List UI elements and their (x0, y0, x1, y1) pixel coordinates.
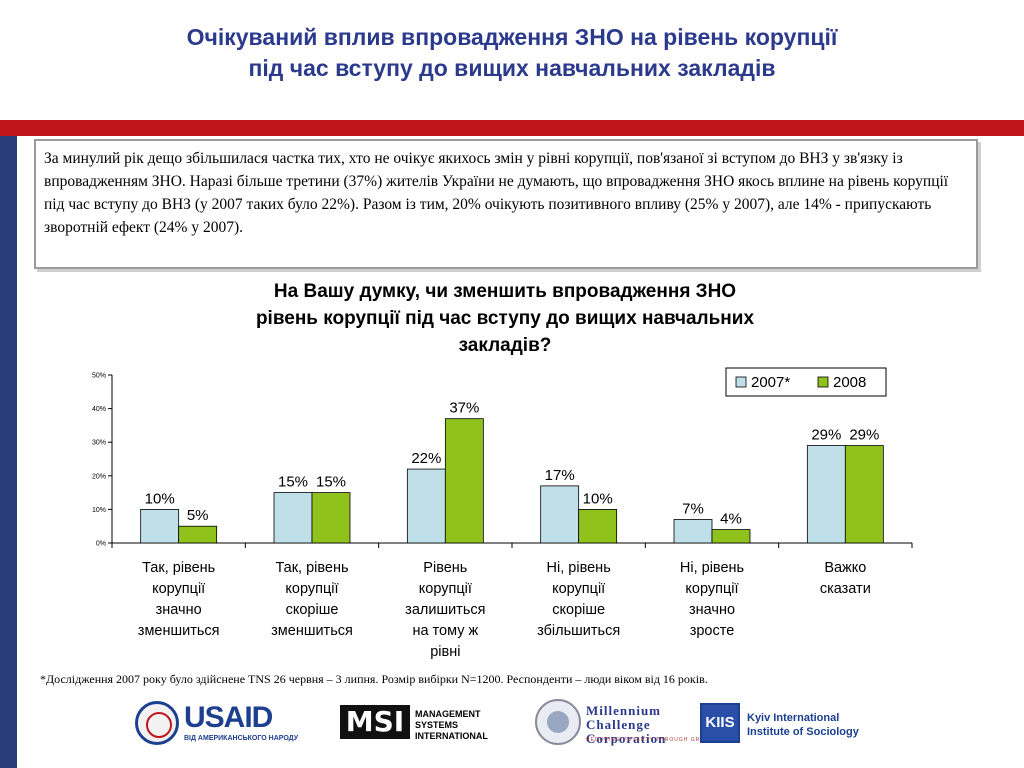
y-tick-label: 10% (92, 507, 106, 514)
x-category-label: Так, рівень корупції скоріше зменшиться (252, 558, 372, 642)
data-label: 15% (316, 474, 346, 491)
x-category-label-line: корупції (685, 581, 739, 597)
kiis-logo-mark: KIIS (705, 714, 735, 731)
x-category-label-line: Рівень (423, 560, 468, 576)
msi-line-1: MANAGEMENT (415, 709, 481, 719)
bar (806, 445, 846, 544)
x-category-label-line: Ні, рівень (679, 560, 745, 576)
left-accent-bar (0, 136, 17, 768)
kiis-logo-text: Kyiv International Institute of Sociolog… (747, 711, 859, 739)
msi-logo-mark: MSI (345, 705, 405, 738)
x-category-label-line: залишиться (405, 602, 486, 618)
chart-title-line-1: На Вашу думку, чи зменшить впровадження … (273, 281, 737, 302)
x-category-label-line: зросте (689, 623, 735, 639)
y-tick-label: 40% (92, 406, 106, 413)
kiis-line-2: Institute of Sociology (747, 726, 859, 738)
y-tick-label: 50% (92, 373, 106, 380)
summary-text-box: За минулий рік дещо збільшилася частка т… (34, 139, 978, 269)
data-label: 29% (811, 427, 841, 444)
data-label: 4% (720, 511, 742, 528)
kiis-logo-icon (700, 703, 740, 743)
slide-title-line-1: Очікуваний вплив впровадження ЗНО на рів… (186, 24, 838, 50)
y-tick-label: 0% (96, 541, 106, 548)
data-label: 5% (187, 507, 209, 524)
bar (540, 485, 580, 544)
x-category-label-line: зменшиться (137, 623, 220, 639)
usaid-seal-icon (135, 701, 179, 745)
header-divider-band (0, 120, 1024, 136)
bar (844, 445, 884, 544)
data-label: 22% (411, 450, 441, 467)
legend-swatch (817, 376, 829, 388)
mcc-line-1: Millennium (586, 703, 662, 718)
chart-title: На Вашу думку, чи зменшить впровадження … (180, 278, 830, 359)
x-category-label: Так, рівень корупції значно зменшиться (119, 558, 239, 642)
mcc-line-3: Corporation (586, 731, 667, 746)
x-category-label-line: збільшиться (537, 623, 621, 639)
x-category-label-line: Так, рівень (275, 560, 349, 576)
footnote: *Дослідження 2007 року було здійснене TN… (40, 672, 708, 686)
bar (140, 508, 180, 544)
x-category-label-line: Так, рівень (142, 560, 216, 576)
data-label: 10% (583, 490, 613, 507)
x-category-label-line: Ні, рівень (546, 560, 611, 576)
bar (178, 525, 218, 544)
x-category-label: Рівень корупції залишиться на тому ж рівні (385, 558, 505, 663)
x-category-label-line: корупції (418, 581, 472, 597)
usaid-logo-text: USAID (184, 701, 273, 734)
data-label: 37% (449, 400, 479, 417)
data-label: 15% (278, 474, 308, 491)
partner-logos: USAID ВІД АМЕРИКАНСЬКОГО НАРОДУ MSI MANA… (0, 695, 1024, 765)
x-category-label-line: корупції (552, 581, 606, 597)
y-tick-label: 30% (92, 440, 106, 447)
msi-logo-icon (340, 705, 410, 739)
x-category-label-line: зменшиться (271, 623, 353, 639)
mcc-line-2: Challenge (586, 717, 651, 732)
x-category-label-line: Важко (824, 560, 867, 576)
x-category-label: Важко сказати (785, 558, 905, 600)
bar (406, 468, 446, 544)
legend-label: 2007* (751, 374, 790, 391)
x-category-label: Ні, рівень корупції скоріше збільшиться (519, 558, 639, 642)
chart-title-line-3: закладів? (458, 335, 552, 356)
bar (273, 492, 313, 544)
data-label: 10% (145, 490, 175, 507)
slide-title: Очікуваний вплив впровадження ЗНО на рів… (40, 22, 984, 84)
mcc-globe-icon (535, 699, 581, 745)
x-category-label-line: значно (155, 602, 202, 618)
msi-logo-text: MANAGEMENT SYSTEMS INTERNATIONAL (415, 709, 488, 742)
data-label: 17% (545, 467, 575, 484)
y-tick-label: 20% (92, 473, 106, 480)
legend-swatch (735, 376, 747, 388)
legend-label: 2008 (833, 374, 866, 391)
data-label: 29% (849, 427, 879, 444)
x-category-label-line: скоріше (285, 602, 339, 618)
x-category-label-line: корупції (285, 581, 339, 597)
chart-title-line-2: рівень корупції під час вступу до вищих … (255, 308, 755, 329)
x-category-label-line: сказати (819, 581, 871, 597)
summary-text: За минулий рік дещо збільшилася частка т… (44, 150, 949, 236)
bar (444, 418, 484, 544)
legend-box (725, 367, 887, 397)
x-category-label-line: значно (688, 602, 736, 618)
x-category-label-line: скоріше (552, 602, 606, 618)
x-category-label-line: на тому ж (412, 623, 479, 639)
bar (311, 492, 351, 544)
mcc-logo-text: Millennium Challenge Corporation (586, 704, 666, 746)
x-category-label-line: рівні (430, 644, 461, 660)
usaid-logo-subtitle: ВІД АМЕРИКАНСЬКОГО НАРОДУ (184, 735, 299, 742)
msi-line-2: SYSTEMS (415, 720, 459, 730)
x-category-label: Ні, рівень корупції значно зросте (652, 558, 772, 642)
bar (673, 519, 713, 544)
bar (578, 508, 618, 544)
slide-title-line-2: під час вступу до вищих навчальних закла… (248, 55, 776, 81)
x-category-label-line: корупції (152, 581, 206, 597)
mcc-tagline: REDUCING POVERTY THROUGH GROWTH (586, 737, 720, 743)
kiis-line-1: Kyiv International (747, 712, 840, 724)
data-label: 7% (682, 500, 704, 517)
bar (711, 529, 751, 544)
msi-line-3: INTERNATIONAL (415, 731, 488, 741)
